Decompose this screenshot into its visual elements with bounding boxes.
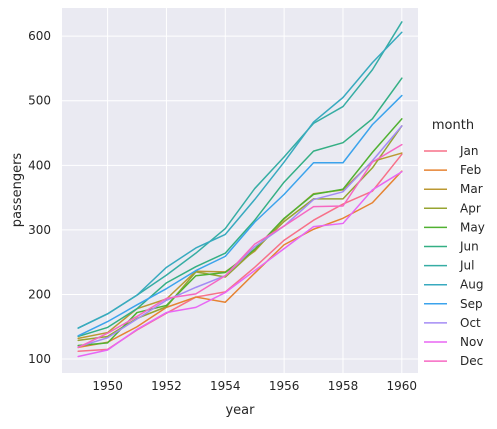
legend-item-feb: Feb [424, 163, 481, 177]
series-line-nov [77, 171, 403, 358]
plot-background [62, 8, 418, 373]
legend-item-oct: Oct [424, 316, 481, 330]
legend-title: month [432, 118, 474, 133]
legend-item-mar: Mar [424, 182, 483, 196]
y-axis-label: passengers [10, 153, 25, 228]
legend-item-aug: Aug [424, 278, 483, 292]
y-tick-label: 600 [28, 29, 51, 43]
legend-item-jun: Jun [424, 240, 479, 254]
y-tick-label: 400 [28, 158, 51, 172]
legend-item-nov: Nov [424, 335, 483, 349]
legend-item-jan: Jan [424, 144, 479, 158]
x-tick-label: 1952 [151, 379, 182, 393]
legend-item-jul: Jul [424, 259, 474, 273]
series-line-jun [77, 77, 403, 338]
legend-label: Jun [459, 240, 479, 254]
x-axis-label: year [225, 403, 255, 418]
legend-item-sep: Sep [424, 297, 483, 311]
legend-label: Nov [460, 335, 483, 349]
legend-label: Oct [460, 316, 481, 330]
x-tick-label: 1950 [92, 379, 123, 393]
x-tick-label: 1958 [328, 379, 359, 393]
legend: month Jan Feb Mar Apr May Jun Jul Aug Sep Oct Nov D… [424, 118, 485, 368]
legend-item-apr: Apr [424, 201, 481, 215]
y-tick-label: 300 [28, 223, 51, 237]
tick-labels: 1950 1952 1954 1956 1958 1960 100 200 300 400 500 6… [28, 29, 417, 393]
legend-label: Sep [460, 297, 483, 311]
x-tick-label: 1956 [269, 379, 300, 393]
series-line-dec [77, 143, 403, 349]
series-line-oct [77, 125, 403, 348]
series-lines [77, 21, 403, 358]
legend-label: Mar [460, 182, 483, 196]
legend-label: Jan [459, 144, 479, 158]
legend-label: Jul [459, 259, 474, 273]
legend-label: Apr [460, 201, 481, 215]
legend-item-dec: Dec [424, 354, 483, 368]
legend-item-may: May [424, 220, 485, 234]
y-tick-label: 100 [28, 352, 51, 366]
legend-label: Dec [460, 354, 483, 368]
series-line-sep [77, 94, 403, 337]
x-tick-label: 1960 [387, 379, 418, 393]
legend-label: Feb [460, 163, 481, 177]
y-tick-label: 500 [28, 94, 51, 108]
series-line-feb [77, 170, 403, 349]
legend-label: Aug [460, 278, 483, 292]
x-tick-label: 1954 [210, 379, 241, 393]
legend-label: May [460, 220, 485, 234]
y-tick-label: 200 [28, 287, 51, 301]
series-line-aug [77, 31, 403, 329]
legend-items: Jan Feb Mar Apr May Jun Jul Aug Sep Oct Nov Dec [424, 144, 485, 368]
